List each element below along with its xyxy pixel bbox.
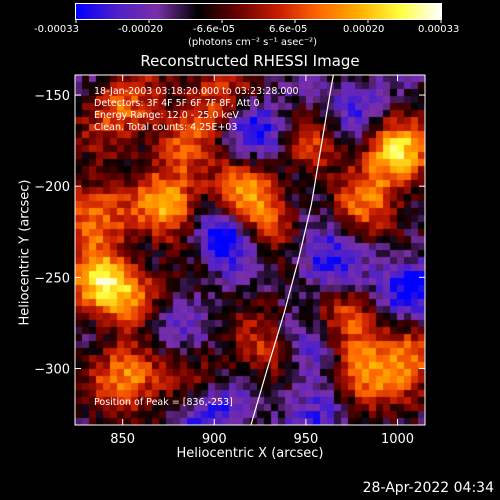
x-axis-label: Heliocentric X (arcsec) bbox=[176, 446, 324, 461]
y-tick-label-1: −200 bbox=[34, 180, 70, 195]
y-axis-label: Heliocentric Y (arcsec) bbox=[17, 179, 33, 326]
footer-timestamp: 28-Apr-2022 04:34 bbox=[362, 480, 494, 496]
chart-title: Reconstructed RHESSI Image bbox=[140, 52, 360, 70]
annotation-peak-position: Position of Peak = [836,-253] bbox=[94, 397, 233, 408]
colorbar-tick-label-5: 0.00033 bbox=[418, 24, 460, 35]
colorbar-axis bbox=[75, 19, 442, 23]
x-tick-label-2: 950 bbox=[293, 432, 318, 447]
y-tick-label-3: −300 bbox=[34, 362, 70, 377]
solar-limb-curve bbox=[250, 74, 334, 426]
plot-frame bbox=[74, 74, 426, 426]
colorbar-gradient bbox=[75, 3, 442, 20]
colorbar-tick-label-4: 0.00020 bbox=[343, 24, 385, 35]
x-tick-label-1: 900 bbox=[202, 432, 227, 447]
annotation-time-range: 18-Jan-2003 03:18:20.000 to 03:23:28.000 bbox=[94, 86, 299, 97]
colorbar-tick-label-3: 6.6e-05 bbox=[269, 24, 308, 35]
x-tick-label-0: 850 bbox=[110, 432, 135, 447]
annotation-detectors: Detectors: 3F 4F 5F 6F 7F 8F, Att 0 bbox=[94, 98, 260, 109]
x-tick-label-3: 1000 bbox=[381, 432, 414, 447]
colorbar-tick-label-1: -0.00020 bbox=[118, 24, 163, 35]
colorbar-tick-label-0: -0.00033 bbox=[34, 24, 79, 35]
colorbar-tick-label-2: -6.6e-05 bbox=[193, 24, 235, 35]
heatmap-image bbox=[75, 75, 425, 425]
colorbar-unit-label: (photons cm⁻² s⁻¹ asec⁻²) bbox=[188, 37, 318, 48]
y-tick-label-2: −250 bbox=[34, 271, 70, 286]
annotation-clean-counts: Clean. Total counts: 4.25E+03 bbox=[94, 122, 238, 133]
y-tick-label-0: −150 bbox=[34, 89, 70, 104]
annotation-energy-range: Energy Range: 12.0 - 25.0 keV bbox=[94, 110, 239, 121]
